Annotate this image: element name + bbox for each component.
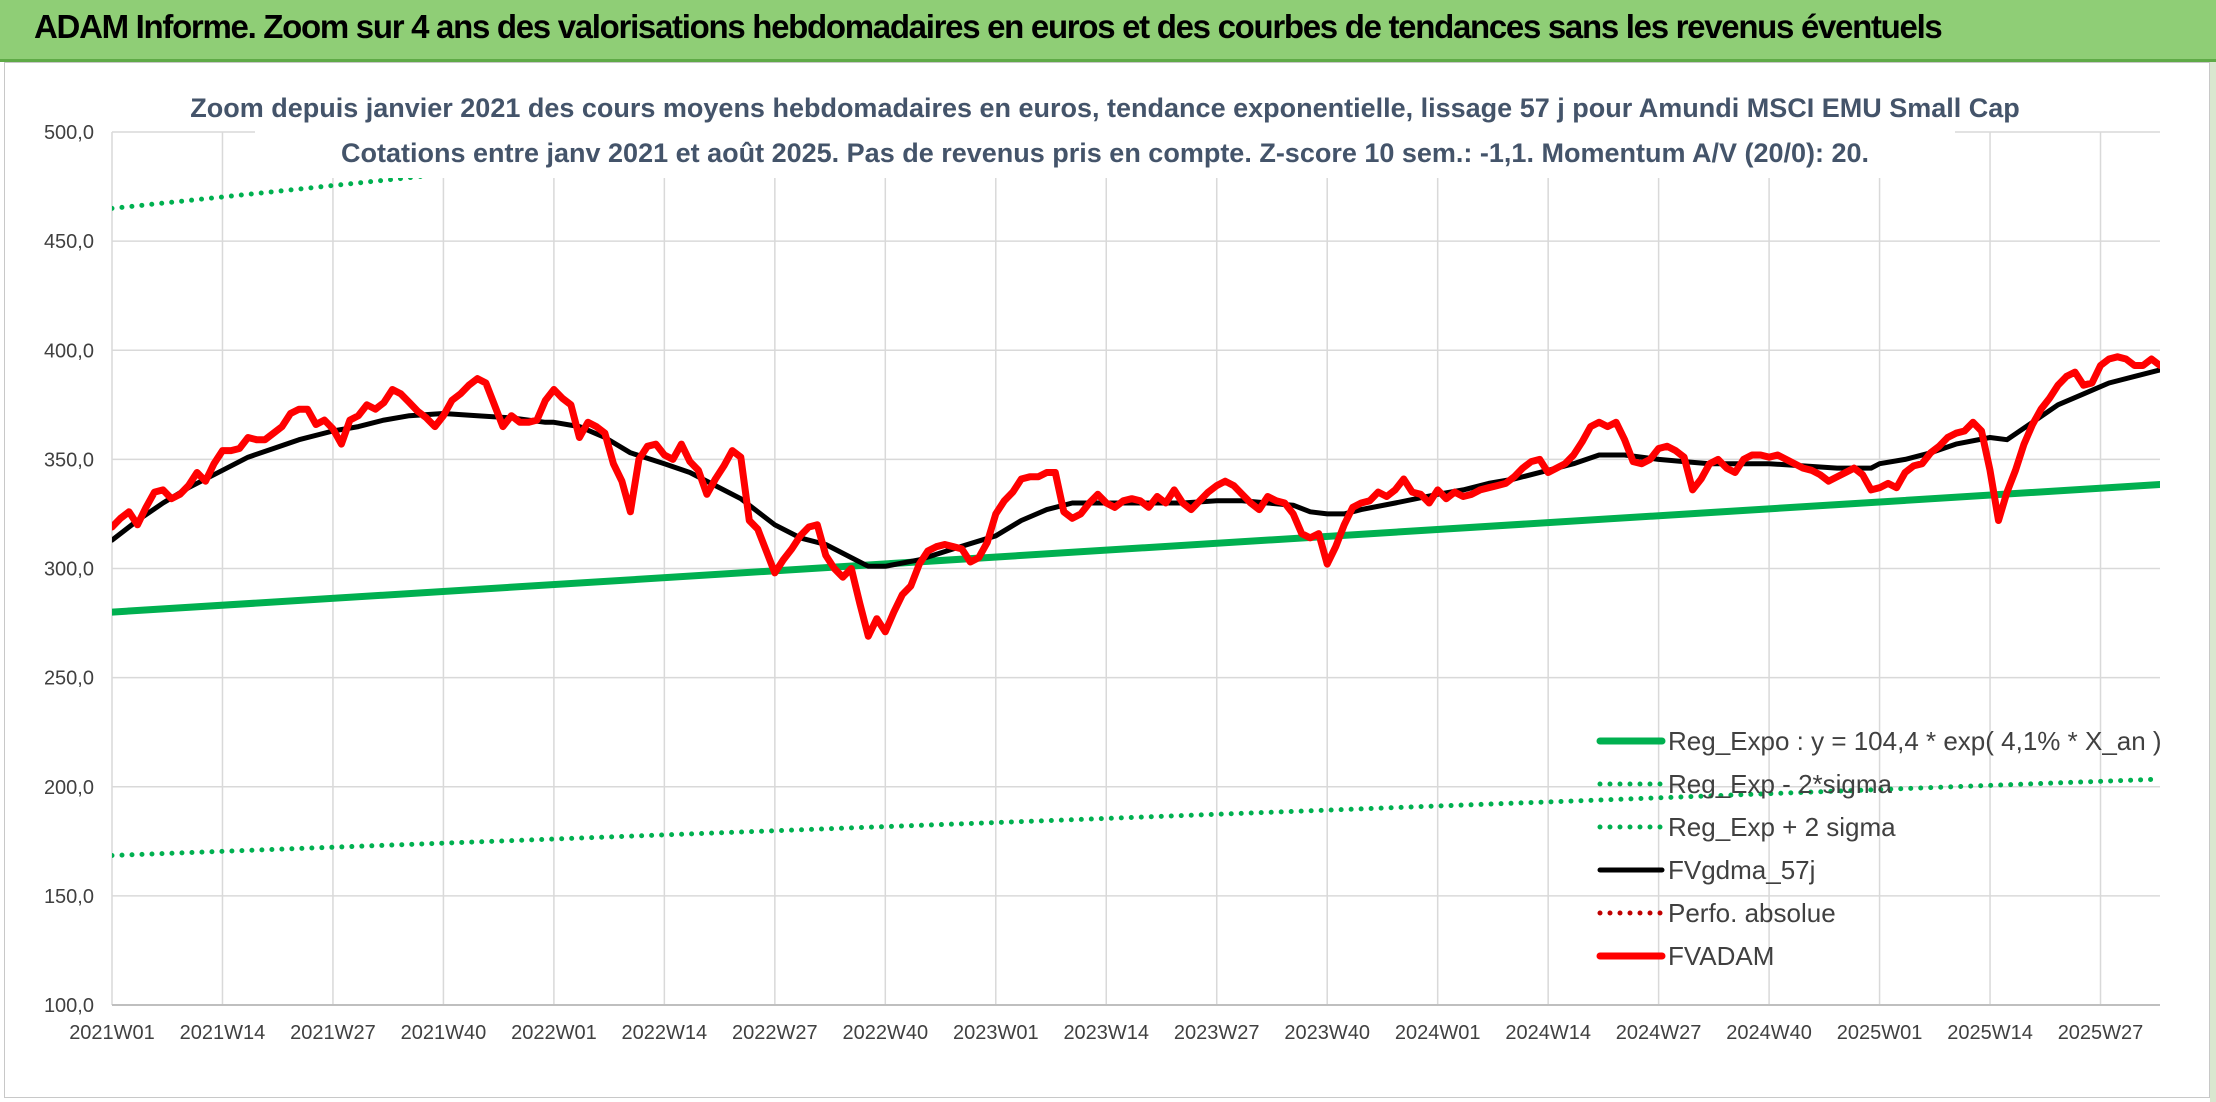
series-line-1: [112, 481, 2160, 616]
x-tick-label: 2024W27: [1616, 1022, 1702, 1044]
y-tick-label: 150,0: [44, 886, 94, 908]
x-tick-label: 2024W40: [1726, 1022, 1812, 1044]
chart-title-background: [255, 86, 1955, 178]
y-axis-tick-labels: 500,0 450,0 400,0 350,0 300,0 250,0 200,0 150,0…: [44, 122, 94, 1017]
y-tick-label: 200,0: [44, 777, 94, 799]
x-tick-label: 2022W14: [622, 1022, 708, 1044]
x-axis-tick-labels: 2021W01 2021W14 2021W27 2021W40 2022W01 2022W…: [69, 1022, 2143, 1044]
x-tick-label: 2021W14: [180, 1022, 266, 1044]
x-tick-label: 2023W40: [1284, 1022, 1370, 1044]
x-tick-label: 2023W27: [1174, 1022, 1260, 1044]
y-tick-label: 400,0: [44, 340, 94, 362]
chart-frame: [4, 62, 2210, 1098]
y-tick-label: 450,0: [44, 231, 94, 253]
legend-label: Reg_Expo : y = 104,4 * exp( 4,1% * X_an …: [1668, 726, 2162, 756]
y-tick-label: 300,0: [44, 559, 94, 581]
chart-legend: Reg_Expo : y = 104,4 * exp( 4,1% * X_an …: [1596, 726, 2162, 971]
y-tick-label: 250,0: [44, 668, 94, 690]
x-tick-label: 2025W01: [1837, 1022, 1923, 1044]
series-lines: [112, 110, 2160, 858]
chart-title: Zoom depuis janvier 2021 des cours moyen…: [190, 93, 2020, 123]
legend-label: Perfo. absolue: [1668, 898, 1836, 928]
legend-label: Reg_Exp - 2*sigma: [1668, 769, 1893, 799]
header-banner: ADAM Informe. Zoom sur 4 ans des valoris…: [0, 0, 2216, 62]
x-tick-label: 2021W27: [290, 1022, 376, 1044]
y-tick-label: 350,0: [44, 449, 94, 471]
x-tick-label: 2023W01: [953, 1022, 1039, 1044]
right-accent-bar: [2210, 62, 2216, 1102]
x-tick-label: 2022W27: [732, 1022, 818, 1044]
x-tick-label: 2024W01: [1395, 1022, 1481, 1044]
legend-label: FVADAM: [1668, 941, 1774, 971]
x-tick-label: 2021W40: [401, 1022, 487, 1044]
series-line-2: [112, 776, 2160, 858]
x-tick-label: 2021W01: [69, 1022, 155, 1044]
x-tick-label: 2025W27: [2058, 1022, 2144, 1044]
x-tick-label: 2023W14: [1063, 1022, 1149, 1044]
grid-lines: [111, 131, 2160, 1006]
y-tick-label: 100,0: [44, 995, 94, 1017]
series-line-6: [112, 353, 2160, 640]
y-tick-label: 500,0: [44, 122, 94, 144]
legend-label: Reg_Exp + 2 sigma: [1668, 812, 1896, 842]
x-tick-label: 2022W01: [511, 1022, 597, 1044]
x-tick-label: 2022W40: [842, 1022, 928, 1044]
legend-label: FVgdma_57j: [1668, 855, 1815, 885]
chart-subtitle: Cotations entre janv 2021 et août 2025. …: [341, 138, 1869, 168]
x-tick-label: 2024W14: [1505, 1022, 1591, 1044]
page-title: ADAM Informe. Zoom sur 4 ans des valoris…: [34, 8, 1943, 45]
x-tick-label: 2025W14: [1947, 1022, 2033, 1044]
